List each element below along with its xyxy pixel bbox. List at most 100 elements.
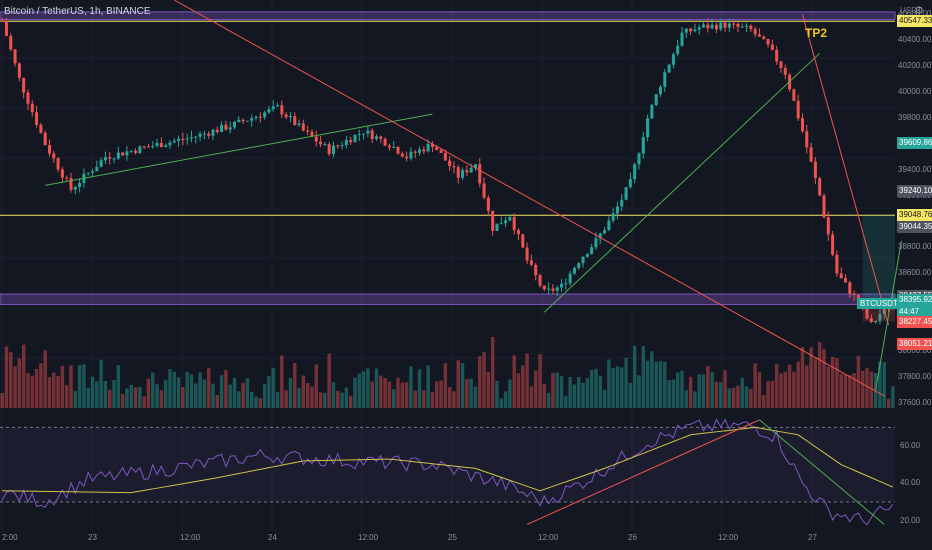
volume-bar xyxy=(396,377,400,408)
candle-body xyxy=(473,164,477,168)
volume-bar xyxy=(120,394,125,408)
volume-bar xyxy=(211,383,215,408)
volume-bar xyxy=(374,368,379,408)
candle-body xyxy=(568,273,572,284)
candle-body xyxy=(86,172,90,174)
candle-body xyxy=(650,104,654,119)
candle-body xyxy=(628,179,632,188)
candle-body xyxy=(775,49,779,62)
candle-body xyxy=(26,92,30,104)
candle-body xyxy=(831,234,835,255)
price-tick: 40000.00 xyxy=(898,87,932,97)
volume-bar xyxy=(620,367,624,408)
rsi-trend-down xyxy=(759,419,885,525)
volume-bar xyxy=(658,361,663,408)
volume-bar xyxy=(460,363,465,408)
volume-bar xyxy=(469,378,473,408)
candle-body xyxy=(753,29,757,35)
volume-bar xyxy=(495,380,499,408)
volume-bar xyxy=(598,375,602,408)
candle-body xyxy=(228,127,232,130)
candle-body xyxy=(874,320,878,323)
candle-body xyxy=(439,150,443,153)
candle-body xyxy=(56,158,60,170)
volume-bar xyxy=(830,356,835,408)
volume-bar xyxy=(650,351,654,408)
candle-body xyxy=(525,247,529,261)
candle-body xyxy=(800,118,804,132)
price-tag: 39048.76 xyxy=(897,209,932,222)
candle-body xyxy=(241,119,245,122)
volume-bar xyxy=(787,364,792,408)
volume-bar xyxy=(757,372,762,408)
time-tick: 27 xyxy=(808,533,817,542)
candle-body xyxy=(383,138,387,146)
candle-body xyxy=(667,64,671,73)
price-tag: 38395.92 xyxy=(897,293,932,306)
rsi-line xyxy=(1,418,894,526)
volume-bar xyxy=(194,383,198,408)
candle-body xyxy=(301,123,305,131)
rsi-ma-line xyxy=(2,426,894,494)
volume-bar xyxy=(224,370,228,408)
volume-bar xyxy=(77,364,82,408)
volume-bar xyxy=(740,377,744,408)
volume-bar xyxy=(86,387,90,408)
candle-body xyxy=(633,164,637,180)
candle-body xyxy=(202,133,206,135)
volume-bar xyxy=(486,372,491,408)
candle-body xyxy=(310,131,314,137)
volume-bar xyxy=(73,391,78,408)
candle-body xyxy=(693,29,697,32)
candle-body xyxy=(194,136,198,138)
candle-body xyxy=(344,140,348,146)
volume-bar xyxy=(585,378,590,408)
volume-bar xyxy=(155,384,159,408)
volume-bar xyxy=(714,381,719,408)
candle-body xyxy=(185,138,189,140)
volume-bar xyxy=(439,380,443,408)
volume-bar xyxy=(108,389,112,408)
resistance-zone xyxy=(0,293,896,305)
candle-body xyxy=(555,287,559,291)
candle-body xyxy=(547,288,551,290)
volume-bar xyxy=(202,379,207,408)
candle-body xyxy=(745,25,749,27)
volume-bar xyxy=(800,347,805,408)
time-tick: 23 xyxy=(88,533,97,542)
volume-bar xyxy=(340,392,344,408)
volume-bar xyxy=(262,384,267,408)
time-tick: 12:00 xyxy=(718,533,739,542)
candle-body xyxy=(426,143,430,152)
volume-bar xyxy=(809,347,813,408)
candle-body xyxy=(495,223,499,231)
volume-bar xyxy=(379,375,383,408)
candle-body xyxy=(0,20,4,22)
candle-body xyxy=(237,119,241,122)
volume-bar xyxy=(112,379,116,408)
volume-bar xyxy=(839,373,843,408)
candle-body xyxy=(805,131,809,148)
candle-body xyxy=(792,89,796,101)
volume-bar xyxy=(237,391,241,408)
volume-bar xyxy=(792,371,796,408)
resistance-zone xyxy=(0,11,896,21)
candle-body xyxy=(572,267,576,274)
volume-bar xyxy=(873,372,878,408)
candle-body xyxy=(327,144,331,154)
volume-bar xyxy=(684,390,689,408)
candle-body xyxy=(603,230,607,234)
volume-bar xyxy=(417,369,422,408)
candle-body xyxy=(706,24,710,29)
candle-body xyxy=(719,22,723,30)
gear-icon[interactable]: ⚙ xyxy=(914,5,924,17)
volume-bar xyxy=(736,385,740,408)
candle-body xyxy=(400,153,404,157)
candle-body xyxy=(13,49,17,64)
volume-bar xyxy=(409,366,413,408)
trend-line-rally xyxy=(543,52,821,313)
volume-bar xyxy=(314,364,318,408)
volume-bar xyxy=(783,371,787,408)
candle-body xyxy=(331,145,335,154)
